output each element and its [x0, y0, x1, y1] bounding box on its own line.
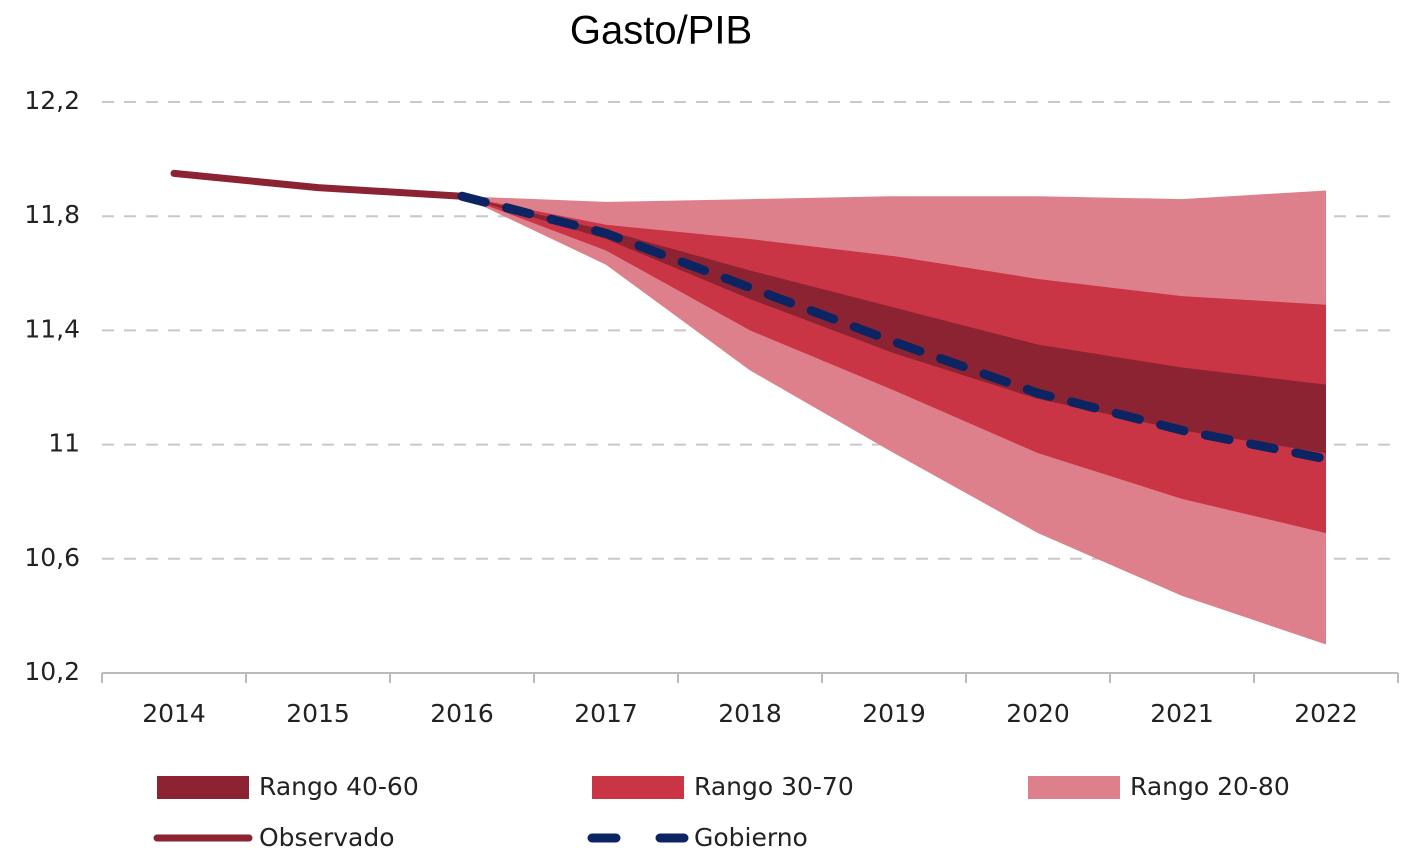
legend-label: Gobierno [694, 823, 808, 852]
legend-swatch [157, 776, 249, 799]
y-tick-label: 12,2 [24, 86, 80, 115]
chart-title: Gasto/PIB [570, 9, 752, 53]
legend-label: Rango 40-60 [259, 772, 419, 801]
x-tick-label: 2017 [574, 699, 638, 728]
x-tick-label: 2021 [1150, 699, 1214, 728]
legend-swatch [1028, 776, 1120, 799]
x-tick-label: 2018 [718, 699, 782, 728]
x-tick-label: 2022 [1294, 699, 1358, 728]
y-tick-label: 11,4 [24, 314, 80, 343]
x-tick-label: 2020 [1006, 699, 1070, 728]
x-tick-label: 2016 [430, 699, 494, 728]
band-area [462, 196, 1326, 534]
legend-label: Rango 30-70 [694, 772, 854, 801]
y-tick-label: 11 [48, 429, 80, 458]
legend-label: Observado [259, 823, 395, 852]
legend-swatch [592, 776, 684, 799]
legend-label: Rango 20-80 [1130, 772, 1290, 801]
series-line [457, 191, 1331, 464]
series-line [170, 169, 466, 200]
x-tick-label: 2015 [286, 699, 350, 728]
x-tick-label: 2014 [142, 699, 206, 728]
y-tick-label: 11,8 [24, 200, 80, 229]
y-tick-label: 10,2 [24, 657, 80, 686]
x-tick-label: 2019 [862, 699, 926, 728]
y-tick-label: 10,6 [24, 543, 80, 572]
